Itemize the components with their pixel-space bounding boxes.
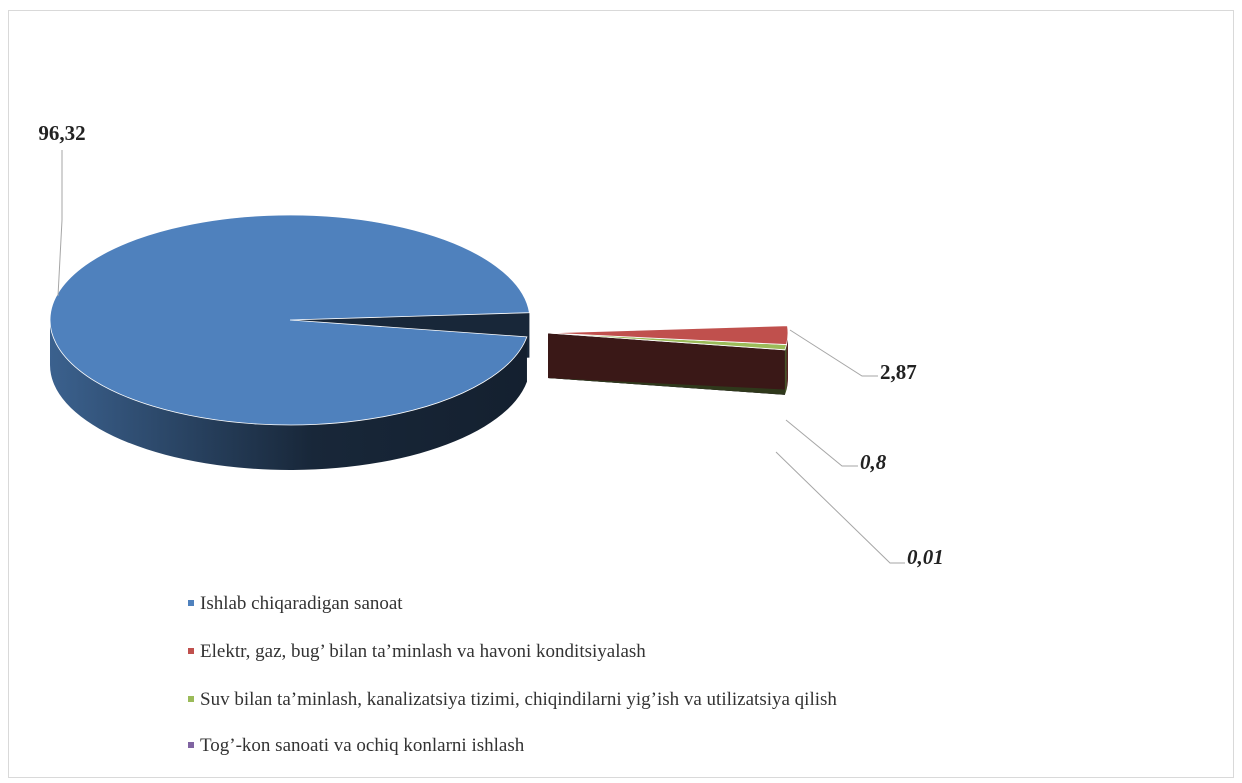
legend-label: Ishlab chiqaradigan sanoat bbox=[200, 593, 403, 614]
legend-swatch bbox=[188, 647, 194, 654]
legend-item: Ishlab chiqaradigan sanoat bbox=[188, 594, 968, 614]
slice-wall bbox=[50, 320, 527, 470]
legend-label: Suv bilan ta’minlash, kanalizatsiya tizi… bbox=[200, 689, 837, 710]
slice-wall bbox=[786, 333, 788, 390]
legend-item: Tog’-kon sanoati va ochiq konlarni ishla… bbox=[188, 736, 968, 756]
slice-wall bbox=[784, 344, 787, 395]
leader-line bbox=[57, 150, 63, 297]
leader-line bbox=[789, 329, 878, 377]
legend-swatch bbox=[188, 599, 194, 606]
legend-label: Elektr, gaz, bug’ bilan ta’minlash va ha… bbox=[200, 641, 646, 662]
legend-label: Tog’-kon sanoati va ochiq konlarni ishla… bbox=[200, 735, 525, 756]
legend-swatch bbox=[188, 741, 194, 748]
leader-line bbox=[785, 419, 858, 467]
data-label: 2,87 bbox=[880, 360, 917, 384]
leader-line bbox=[775, 451, 905, 564]
legend-item: Elektr, gaz, bug’ bilan ta’minlash va ha… bbox=[188, 642, 968, 662]
slice bbox=[49, 214, 530, 426]
legend-item: Suv bilan ta’minlash, kanalizatsiya tizi… bbox=[188, 690, 968, 710]
legend-swatch bbox=[188, 695, 194, 702]
slice bbox=[547, 325, 789, 345]
slice-side bbox=[548, 333, 787, 390]
data-label: 96,32 bbox=[38, 121, 85, 145]
data-label: 0,8 bbox=[860, 450, 887, 474]
data-label: 0,01 bbox=[907, 545, 944, 569]
chart-frame bbox=[8, 10, 1234, 778]
